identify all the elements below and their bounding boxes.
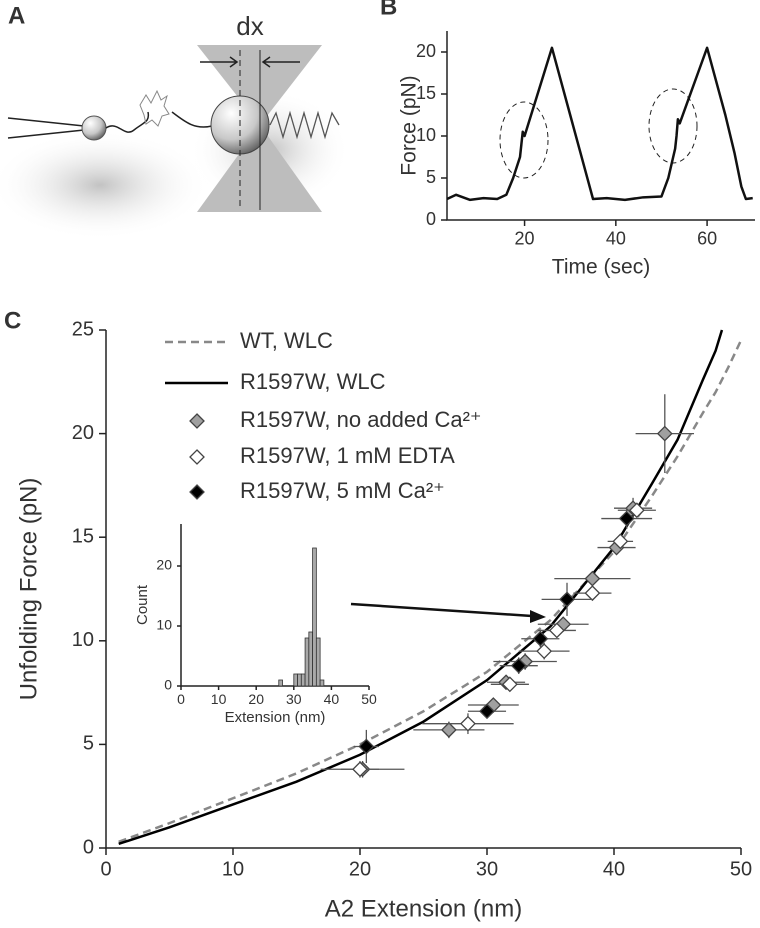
y-tick-label: 15 — [416, 83, 436, 103]
y-tick-label: 0 — [164, 677, 172, 693]
y-tick-label: 20 — [72, 422, 94, 444]
x-tick-label: 10 — [222, 858, 244, 880]
haze — [0, 130, 210, 240]
x-tick-label: 50 — [361, 691, 377, 707]
y-tick-label: 15 — [72, 525, 94, 547]
y-tick-label: 0 — [426, 209, 436, 229]
y-tick-label: 10 — [156, 617, 172, 633]
force-trace — [446, 46, 753, 202]
legend-marker — [189, 413, 205, 429]
histogram-bar — [297, 673, 302, 687]
marker — [584, 585, 601, 602]
y-tick-label: 10 — [72, 629, 94, 651]
histogram-bar — [315, 637, 321, 687]
bead — [81, 115, 107, 141]
marker — [352, 761, 368, 778]
tether — [105, 111, 150, 133]
histogram-bar — [293, 673, 298, 687]
tether — [171, 111, 213, 128]
histogram-bar — [300, 673, 306, 687]
legend-marker — [189, 449, 205, 465]
marker — [460, 715, 476, 732]
x-tick-label: 10 — [211, 691, 227, 707]
jump-highlight — [648, 88, 698, 164]
y-axis-title: Count — [134, 584, 151, 625]
marker — [548, 622, 565, 639]
y-tick-label: 25 — [72, 318, 94, 340]
x-tick-label: 40 — [606, 228, 626, 248]
legend-label: R1597W, 1 mM EDTA — [240, 443, 455, 468]
marker — [536, 643, 553, 660]
legend-label: R1597W, no added Ca²⁺ — [240, 407, 482, 432]
panel-label: A — [8, 2, 25, 29]
histogram-bar — [312, 547, 317, 687]
y-axis-title: Unfolding Force (pN) — [15, 478, 42, 701]
y-tick-label: 20 — [156, 557, 172, 573]
x-tick-label: 20 — [515, 228, 535, 248]
marker — [501, 676, 518, 693]
axes — [180, 524, 369, 687]
x-tick-label: 30 — [286, 691, 302, 707]
y-tick-label: 5 — [83, 733, 94, 755]
x-tick-label: 20 — [349, 858, 371, 880]
x-tick-label: 40 — [603, 858, 625, 880]
x-tick-label: 0 — [100, 858, 111, 880]
protein — [139, 89, 170, 127]
y-tick-label: 0 — [83, 836, 94, 858]
y-tick-label: 10 — [416, 125, 436, 145]
legend-label: R1597W, 5 mM Ca²⁺ — [240, 478, 445, 503]
y-tick-label: 5 — [426, 167, 436, 187]
marker — [532, 630, 549, 647]
marker — [612, 533, 629, 550]
marker — [584, 570, 601, 587]
x-tick-label: 60 — [697, 228, 717, 248]
panel-label: B — [380, 0, 397, 20]
x-tick-label: 40 — [324, 691, 340, 707]
schematic — [0, 45, 350, 240]
legend-marker — [189, 484, 205, 500]
x-tick-label: 20 — [248, 691, 264, 707]
marker — [656, 425, 673, 442]
pipette — [7, 117, 85, 139]
x-axis-title: Extension (nm) — [225, 709, 326, 726]
x-tick-label: 30 — [476, 858, 498, 880]
x-tick-label: 50 — [730, 858, 752, 880]
inset-arrow — [350, 602, 546, 623]
y-tick-label: 20 — [416, 41, 436, 61]
histogram-bar — [304, 637, 310, 687]
histogram-bar — [308, 631, 313, 687]
y-axis-title: Force (pN) — [398, 75, 421, 175]
marker — [559, 591, 575, 608]
marker — [618, 510, 635, 527]
dx-label: dx — [236, 11, 263, 41]
spring — [269, 110, 340, 140]
legend-label: R1597W, WLC — [240, 369, 386, 394]
histogram-bar — [278, 679, 283, 687]
jump-highlight — [499, 101, 549, 179]
axes — [446, 31, 755, 221]
marker — [510, 657, 527, 674]
x-axis-title: A2 Extension (nm) — [325, 895, 522, 922]
panel-label: C — [4, 307, 21, 334]
fit-curve — [118, 329, 724, 846]
marker — [440, 721, 457, 738]
x-axis-title: Time (sec) — [552, 256, 650, 279]
marker — [358, 738, 375, 755]
x-tick-label: 0 — [177, 691, 185, 707]
marker — [479, 703, 495, 720]
fit-curve — [118, 339, 743, 843]
dx-arrows — [200, 56, 300, 68]
legend-label: WT, WLC — [240, 328, 333, 353]
histogram-bar — [319, 679, 325, 687]
marker — [628, 502, 645, 519]
